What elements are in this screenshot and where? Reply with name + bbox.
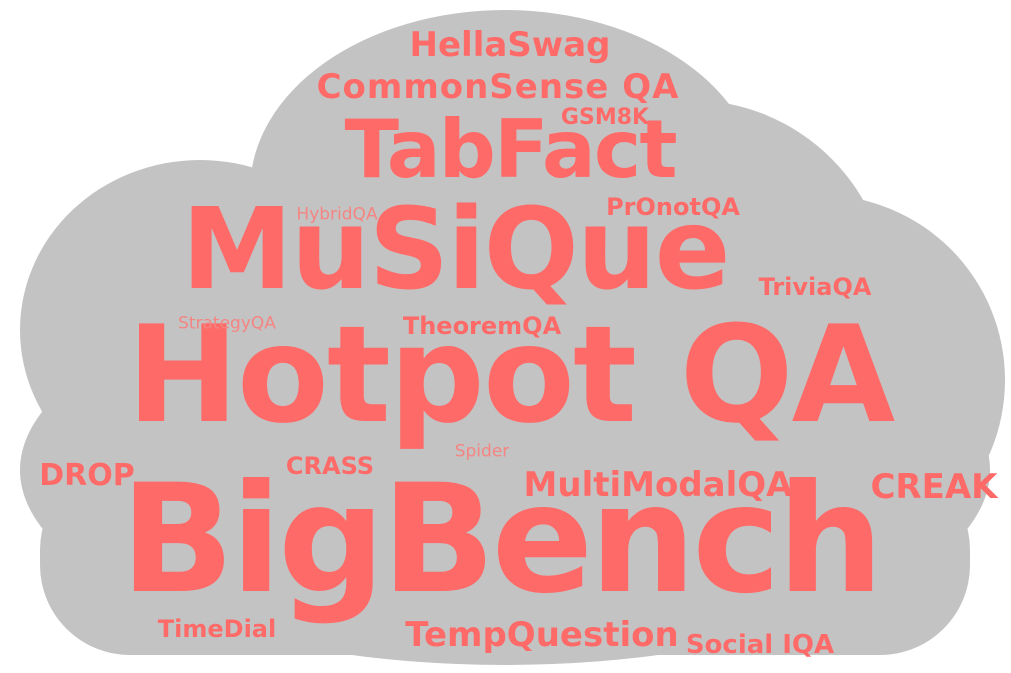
word-crass: CRASS xyxy=(285,452,375,480)
word-hotpot-qa: Hotpot QA xyxy=(126,297,896,453)
word-hybridqa: HybridQA xyxy=(296,204,378,225)
word-hellaswag: HellaSwag xyxy=(409,25,611,65)
word-tempquestion: TempQuestion xyxy=(405,615,679,655)
word-theoremqa: TheoremQA xyxy=(402,312,562,340)
cloud-fill xyxy=(20,10,1005,665)
word-creak: CREAK xyxy=(870,467,998,507)
word-bigbench: BigBench xyxy=(120,453,884,627)
word-musique: MuSiQue xyxy=(181,185,730,315)
word-commonsense-qa: CommonSense QA xyxy=(316,67,680,107)
word-timedial: TimeDial xyxy=(157,615,277,643)
word-spider: Spider xyxy=(454,441,510,462)
word-gsm8k: GSM8K xyxy=(560,105,650,130)
word-tabfact: TabFact xyxy=(344,103,677,196)
word-pronotqa: PrOnotQA xyxy=(606,193,740,221)
word-drop: DROP xyxy=(39,458,135,493)
word-multimodalqa: MultiModalQA xyxy=(523,465,793,505)
word-strategyqa: StrategyQA xyxy=(178,313,276,334)
word-social-iqa: Social IQA xyxy=(685,630,835,660)
word-triviaqa: TriviaQA xyxy=(758,273,872,301)
